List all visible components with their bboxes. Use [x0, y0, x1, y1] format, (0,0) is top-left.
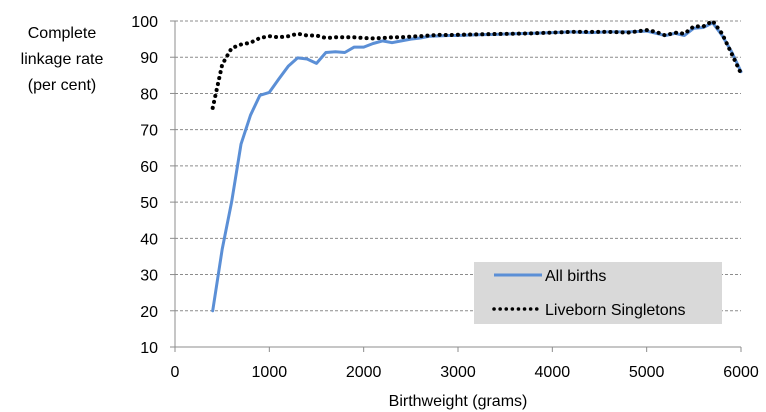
x-tick-label: 2000 — [346, 364, 382, 381]
series-layer — [210, 19, 743, 313]
series-line-liveborn-singletons — [210, 19, 743, 110]
x-tick-label: 5000 — [629, 364, 665, 381]
legend-label-liveborn-singletons: Liveborn Singletons — [545, 302, 686, 319]
x-tick-label: 1000 — [252, 364, 288, 381]
y-tick-label: 80 — [140, 86, 158, 103]
x-axis-title: Birthweight (grams) — [389, 393, 528, 410]
y-axis-title-line-3: (per cent) — [28, 77, 96, 94]
y-tick-label: 20 — [140, 304, 158, 321]
x-tick-label: 6000 — [723, 364, 759, 381]
y-axis-title: Complete linkage rate (per cent) — [21, 25, 104, 94]
legend-background — [474, 262, 722, 324]
y-tick-label: 50 — [140, 195, 158, 212]
y-tick-label: 100 — [131, 14, 158, 31]
legend-label-all-births: All births — [545, 268, 606, 285]
y-tick-label: 10 — [140, 340, 158, 357]
y-axis-title-line-1: Complete — [28, 25, 97, 42]
y-tick-label: 60 — [140, 159, 158, 176]
y-axis-title-line-2: linkage rate — [21, 51, 104, 68]
x-tick-label: 0 — [171, 364, 180, 381]
y-tick-label: 30 — [140, 268, 158, 285]
y-tick-label: 40 — [140, 231, 158, 248]
axes — [170, 20, 742, 352]
y-tick-labels: 10 20 30 40 50 60 70 80 90 100 — [131, 14, 158, 357]
x-tick-labels: 0 1000 2000 3000 4000 5000 6000 — [171, 364, 759, 381]
legend: All births Liveborn Singletons — [474, 262, 722, 324]
y-tick-label: 70 — [140, 123, 158, 140]
y-tick-label: 90 — [140, 50, 158, 67]
x-tick-label: 3000 — [440, 364, 476, 381]
x-tick-label: 4000 — [535, 364, 571, 381]
